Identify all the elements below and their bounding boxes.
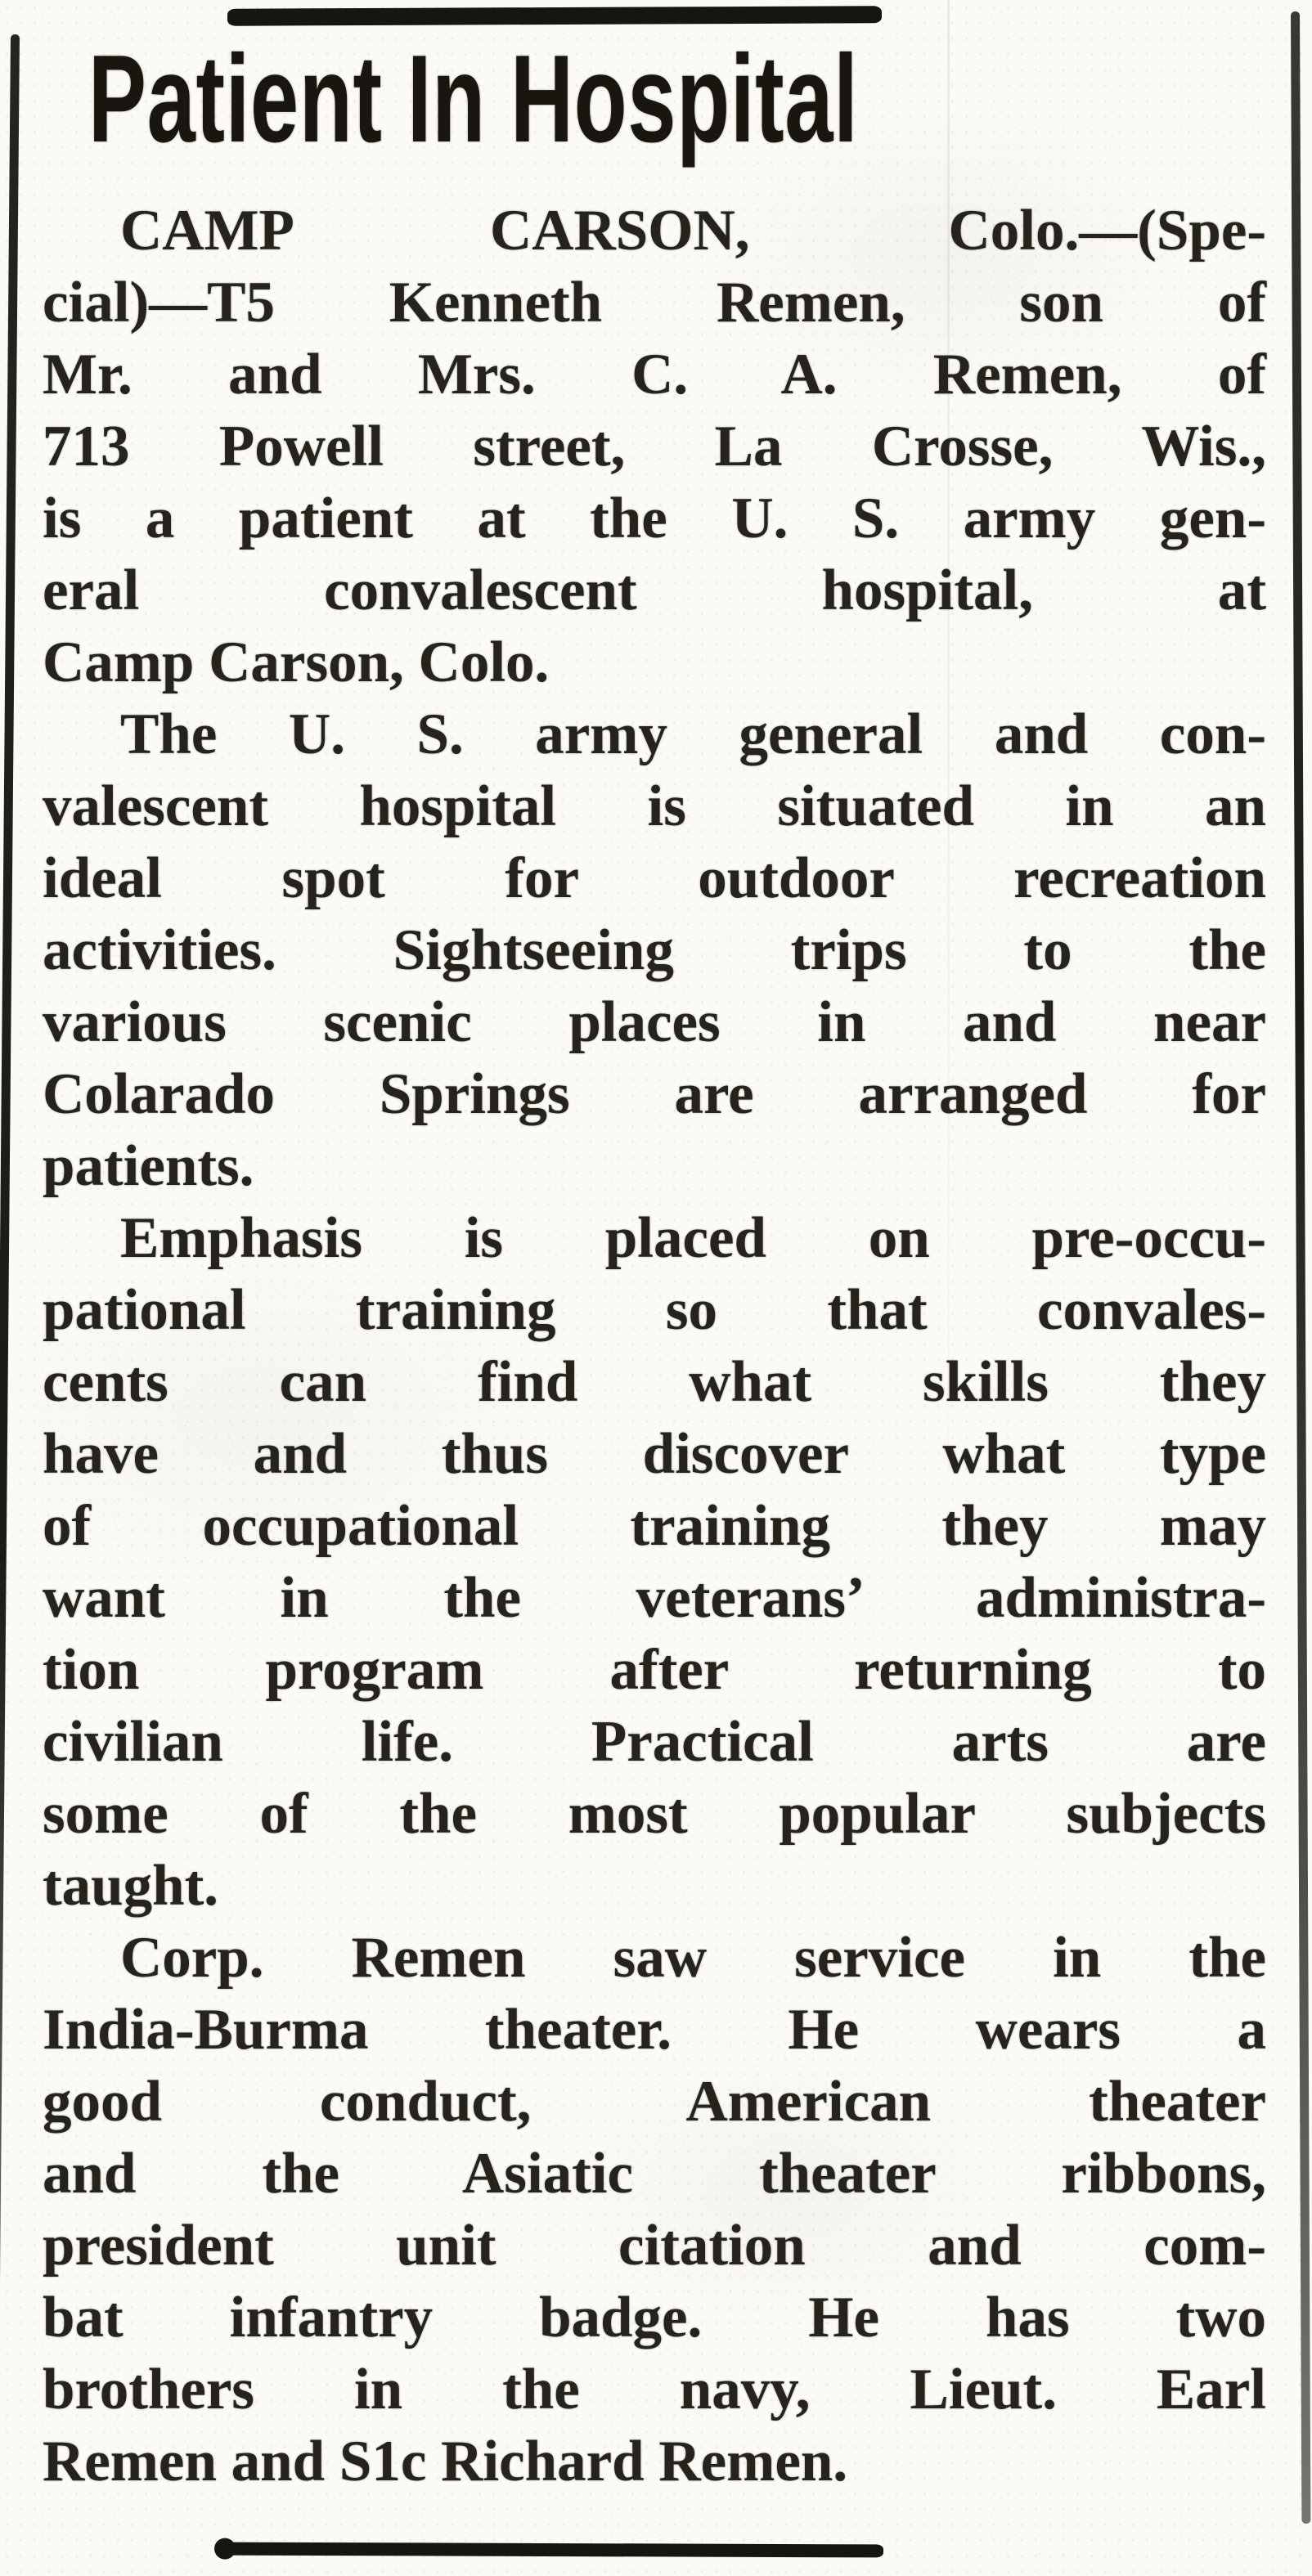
body-line: taught. <box>43 1854 219 1918</box>
body-line: Mr. and Mrs. C. A. Remen, of <box>43 343 1266 406</box>
scan-crease <box>947 0 950 1799</box>
bottom-separator-rule <box>217 2542 884 2558</box>
body-line: some of the most popular subjects <box>43 1782 1266 1846</box>
body-line: valescent hospital is situated in an <box>43 774 1266 838</box>
body-line: various scenic places in and near <box>43 990 1266 1054</box>
body-line: ideal spot for outdoor recreation <box>43 846 1266 910</box>
body-line: Emphasis is placed on pre-occu- <box>120 1206 1266 1270</box>
paragraph: Corp. Remen saw service in the India-Burm… <box>43 1922 1266 2497</box>
body-line: 713 Powell street, La Crosse, Wis., <box>43 415 1266 478</box>
article-body: CAMP CARSON, Colo.—(Spe-cial)—T5 Kenneth… <box>43 195 1266 2497</box>
body-line: cial)—T5 Kenneth Remen, son of <box>43 271 1266 334</box>
body-line: civilian life. Practical arts are <box>43 1710 1266 1774</box>
body-line: cents can find what skills they <box>43 1350 1266 1414</box>
body-line: Corp. Remen saw service in the <box>120 1926 1266 1990</box>
column-rule-left <box>0 34 20 2569</box>
paragraph: Emphasis is placed on pre-occu-pational … <box>43 1202 1266 1922</box>
body-line: pational training so that convales- <box>43 1278 1266 1342</box>
body-line: bat infantry badge. He has two <box>43 2286 1266 2349</box>
body-line: and the Asiatic theater ribbons, <box>43 2142 1266 2206</box>
body-line: president unit citation and com- <box>43 2214 1266 2278</box>
body-line: CAMP CARSON, Colo.—(Spe- <box>120 199 1266 263</box>
column-rule-right <box>1291 11 1311 2524</box>
body-line: Camp Carson, Colo. <box>43 631 550 694</box>
body-line: have and thus discover what type <box>43 1422 1266 1486</box>
body-line: tion program after returning to <box>43 1638 1266 1702</box>
body-line: good conduct, American theater <box>43 2070 1266 2134</box>
body-line: of occupational training they may <box>43 1494 1266 1558</box>
body-line: The U. S. army general and con- <box>120 702 1266 766</box>
body-line: patients. <box>43 1134 254 1198</box>
headline-text: Patient In Hospital <box>88 29 859 168</box>
body-line: activities. Sightseeing trips to the <box>43 918 1266 982</box>
body-line: eral convalescent hospital, at <box>43 559 1266 622</box>
body-line: want in the veterans’ administra- <box>43 1566 1266 1630</box>
body-line: Remen and S1c Richard Remen. <box>43 2430 848 2493</box>
body-line: India-Burma theater. He wears a <box>43 1998 1266 2062</box>
paragraph: CAMP CARSON, Colo.—(Spe-cial)—T5 Kenneth… <box>43 195 1266 698</box>
body-line: is a patient at the U. S. army gen- <box>43 487 1266 550</box>
body-line: Colarado Springs are arranged for <box>43 1062 1266 1126</box>
paragraph: The U. S. army general and con-valescent… <box>43 698 1266 1202</box>
headline: Patient In Hospital <box>88 21 858 177</box>
body-line: brothers in the navy, Lieut. Earl <box>43 2358 1266 2421</box>
